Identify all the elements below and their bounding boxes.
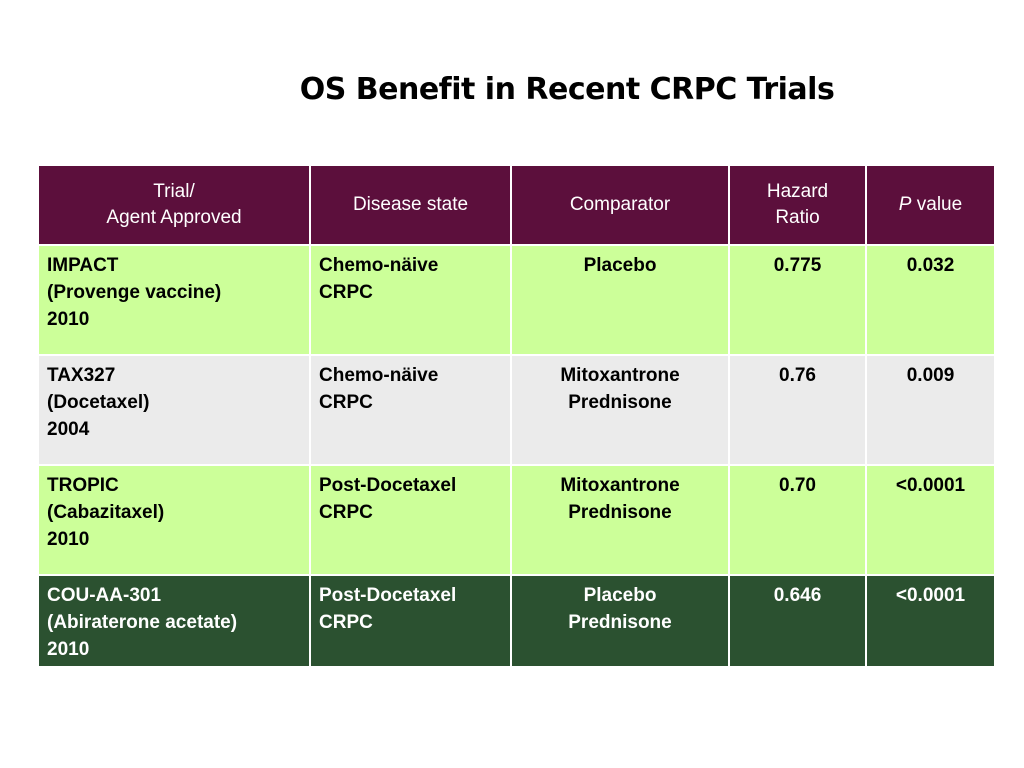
disease-state-line: Chemo-näive	[319, 365, 439, 386]
header-p-value-italic: P	[898, 194, 912, 215]
disease-state-line: Post-Docetaxel	[319, 585, 457, 606]
cell-trial: TAX327 (Docetaxel) 2004	[37, 354, 311, 466]
header-comparator: Comparator	[510, 164, 730, 246]
disease-state-line: Post-Docetaxel	[319, 475, 457, 496]
trial-year: 2004	[47, 419, 90, 440]
cell-trial: COU-AA-301 (Abiraterone acetate) 2010	[37, 574, 311, 668]
table-row: TAX327 (Docetaxel) 2004 Chemo-näive CRPC…	[37, 354, 996, 466]
trial-agent: (Cabazitaxel)	[47, 502, 165, 523]
comparator-line: Prednisone	[568, 612, 672, 633]
disease-state-line: CRPC	[319, 392, 373, 413]
cell-trial: IMPACT (Provenge vaccine) 2010	[37, 244, 311, 356]
trial-name: TROPIC	[47, 475, 119, 496]
table-row: IMPACT (Provenge vaccine) 2010 Chemo-näi…	[37, 244, 996, 356]
cell-comparator: Mitoxantrone Prednisone	[510, 464, 730, 576]
comparator-line: Prednisone	[568, 502, 672, 523]
trial-agent: (Abiraterone acetate)	[47, 612, 238, 633]
header-p-value: P value	[865, 164, 996, 246]
trial-agent: (Docetaxel)	[47, 392, 150, 413]
cell-comparator: Placebo Prednisone	[510, 574, 730, 668]
trial-year: 2010	[47, 309, 90, 330]
header-hazard-ratio-line: Ratio	[775, 207, 820, 228]
cell-hazard-ratio: 0.70	[728, 464, 867, 576]
cell-p-value: <0.0001	[865, 574, 996, 668]
cell-p-value: <0.0001	[865, 464, 996, 576]
header-p-value-rest: value	[911, 194, 963, 215]
cell-disease-state: Post-Docetaxel CRPC	[309, 464, 512, 576]
trial-year: 2010	[47, 639, 90, 660]
cell-hazard-ratio: 0.646	[728, 574, 867, 668]
comparator-line: Mitoxantrone	[560, 365, 680, 386]
cell-p-value: 0.032	[865, 244, 996, 356]
cell-hazard-ratio: 0.775	[728, 244, 867, 356]
cell-disease-state: Post-Docetaxel CRPC	[309, 574, 512, 668]
comparator-line: Placebo	[583, 255, 657, 276]
disease-state-line: Chemo-näive	[319, 255, 439, 276]
cell-comparator: Mitoxantrone Prednisone	[510, 354, 730, 466]
table-header-row: Trial/ Agent Approved Disease state Comp…	[37, 164, 996, 246]
disease-state-line: CRPC	[319, 502, 373, 523]
header-hazard-ratio-line: Hazard	[766, 181, 829, 202]
trial-year: 2010	[47, 529, 90, 550]
table-row: TROPIC (Cabazitaxel) 2010 Post-Docetaxel…	[37, 464, 996, 576]
comparator-line: Mitoxantrone	[560, 475, 680, 496]
disease-state-line: CRPC	[319, 282, 373, 303]
cell-hazard-ratio: 0.76	[728, 354, 867, 466]
trial-name: COU-AA-301	[47, 585, 162, 606]
header-trial-line: Agent Approved	[106, 207, 242, 228]
header-disease-state: Disease state	[309, 164, 512, 246]
disease-state-line: CRPC	[319, 612, 373, 633]
cell-disease-state: Chemo-näive CRPC	[309, 354, 512, 466]
cell-p-value: 0.009	[865, 354, 996, 466]
trial-name: IMPACT	[47, 255, 119, 276]
header-trial: Trial/ Agent Approved	[37, 164, 311, 246]
trial-name: TAX327	[47, 365, 116, 386]
cell-trial: TROPIC (Cabazitaxel) 2010	[37, 464, 311, 576]
cell-comparator: Placebo	[510, 244, 730, 356]
header-trial-line: Trial/	[153, 181, 195, 202]
comparator-line: Prednisone	[568, 392, 672, 413]
slide-title: OS Benefit in Recent CRPC Trials	[299, 72, 835, 107]
table-row: COU-AA-301 (Abiraterone acetate) 2010 Po…	[37, 574, 996, 668]
trials-table: Trial/ Agent Approved Disease state Comp…	[37, 164, 996, 668]
trial-agent: (Provenge vaccine)	[47, 282, 222, 303]
header-hazard-ratio: Hazard Ratio	[728, 164, 867, 246]
comparator-line: Placebo	[583, 585, 657, 606]
table-body: IMPACT (Provenge vaccine) 2010 Chemo-näi…	[37, 244, 996, 668]
cell-disease-state: Chemo-näive CRPC	[309, 244, 512, 356]
